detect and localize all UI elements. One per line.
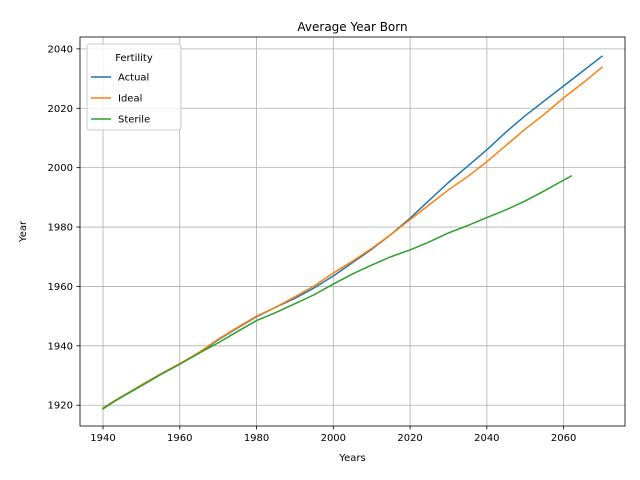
y-tick-label: 1920 <box>48 401 73 412</box>
x-tick-label: 1980 <box>244 433 269 444</box>
y-axis-label: Year <box>18 220 29 243</box>
x-tick-label: 2020 <box>397 433 422 444</box>
x-axis-label: Years <box>338 453 365 464</box>
y-tick-label: 1980 <box>48 223 73 234</box>
legend-label-sterile: Sterile <box>118 115 150 126</box>
y-tick-label: 1940 <box>48 341 73 352</box>
plot-area-frame <box>79 36 626 427</box>
legend-label-ideal: Ideal <box>118 94 142 105</box>
x-tick-label: 2040 <box>474 433 499 444</box>
legend-title: Fertility <box>115 53 153 64</box>
x-tick-label: 1960 <box>167 433 192 444</box>
chart-title: Average Year Born <box>297 20 407 34</box>
y-tick-label: 2000 <box>48 163 73 174</box>
series-lines <box>101 55 604 410</box>
series-line-sterile <box>101 174 573 410</box>
y-tick-label: 2020 <box>48 104 73 115</box>
x-tick-label: 2000 <box>321 433 346 444</box>
grid-lines <box>80 37 625 426</box>
x-axis: 1940 1960 1980 2000 2020 2040 2060 <box>90 426 576 444</box>
y-axis: 1920 1940 1960 1980 2000 2020 2040 <box>48 44 80 412</box>
y-tick-label: 2040 <box>48 44 73 55</box>
legend: Fertility Actual Ideal Sterile <box>86 43 182 131</box>
x-tick-label: 2060 <box>551 433 576 444</box>
legend-box <box>86 43 182 131</box>
legend-items: Actual Ideal Sterile <box>91 73 150 126</box>
x-tick-label: 1940 <box>90 433 115 444</box>
legend-label-actual: Actual <box>118 73 149 84</box>
y-tick-label: 1960 <box>48 282 73 293</box>
